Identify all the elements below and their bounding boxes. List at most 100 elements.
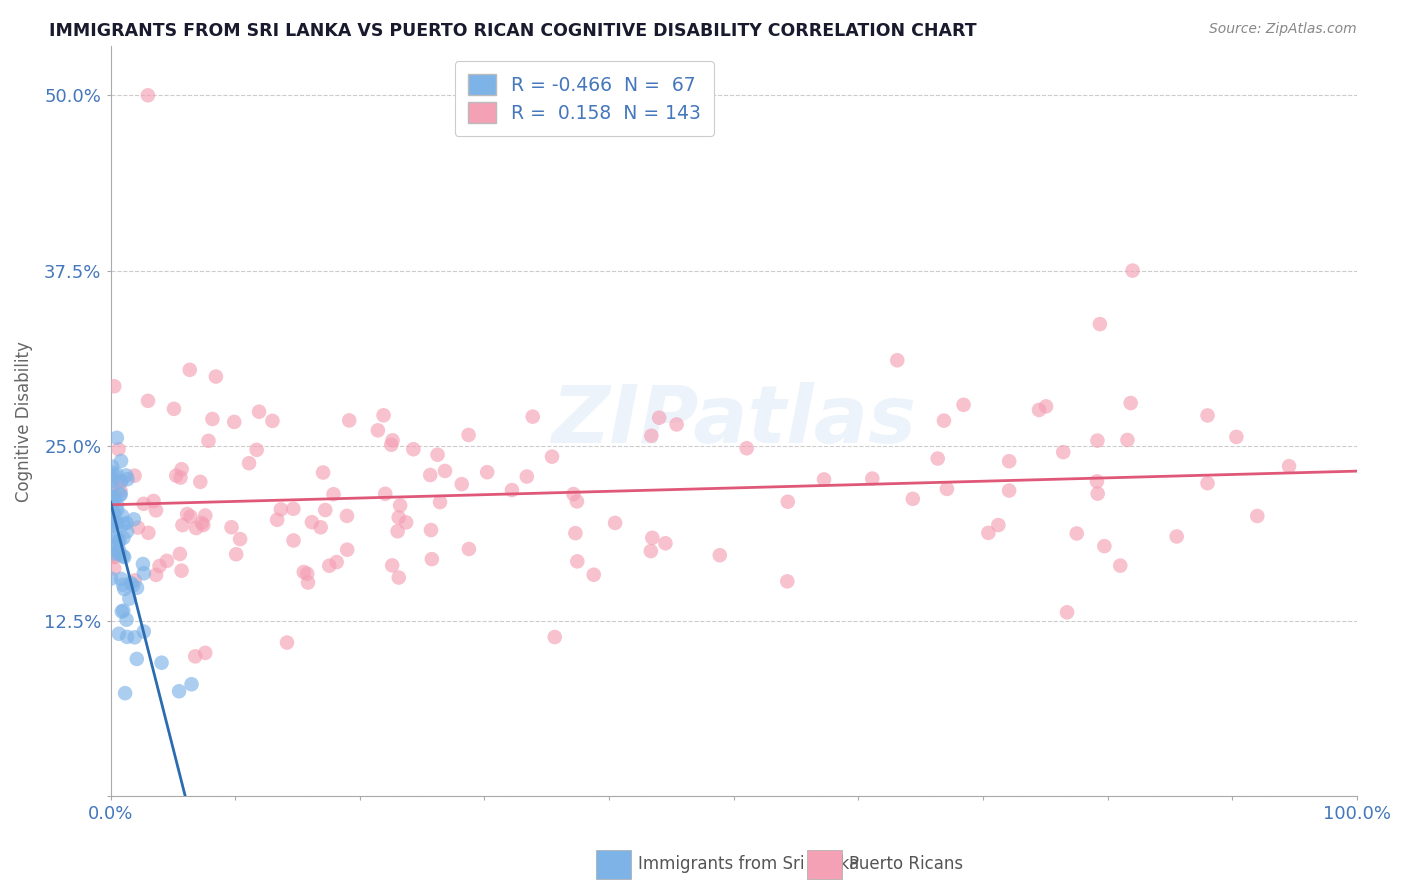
Point: [419, 468, 441, 483]
Point: [114, 686, 136, 700]
Point: [103, 549, 125, 564]
Point: [295, 566, 318, 581]
Point: [1197, 476, 1219, 491]
Point: [163, 401, 186, 416]
Point: [138, 525, 160, 540]
Point: [125, 652, 148, 666]
Point: [312, 466, 335, 480]
Point: [112, 578, 135, 592]
Point: [127, 520, 149, 534]
Point: [314, 503, 336, 517]
Point: [367, 423, 389, 437]
Point: [100, 500, 122, 514]
Point: [336, 542, 359, 557]
Point: [156, 554, 179, 568]
Point: [402, 442, 425, 457]
Point: [191, 516, 214, 530]
Point: [100, 490, 122, 504]
Point: [297, 575, 319, 590]
Point: [108, 626, 131, 640]
Point: [387, 524, 409, 539]
Point: [1087, 486, 1109, 500]
Point: [1109, 558, 1132, 573]
Point: [101, 519, 124, 533]
Point: [389, 499, 412, 513]
Y-axis label: Cognitive Disability: Cognitive Disability: [15, 341, 32, 502]
Point: [1052, 445, 1074, 459]
Point: [105, 431, 128, 445]
Point: [776, 574, 799, 589]
Point: [301, 515, 323, 529]
Point: [640, 544, 662, 558]
Point: [112, 604, 135, 618]
Point: [100, 480, 122, 494]
Point: [110, 572, 132, 586]
Point: [380, 438, 402, 452]
Point: [118, 591, 141, 606]
Point: [381, 434, 404, 448]
Point: [886, 353, 908, 368]
Point: [188, 475, 211, 489]
Point: [457, 428, 479, 442]
Point: [122, 578, 145, 592]
Point: [309, 520, 332, 534]
Point: [709, 548, 731, 562]
Point: [374, 487, 396, 501]
Point: [522, 409, 544, 424]
Point: [117, 472, 139, 486]
Point: [776, 494, 799, 508]
Point: [640, 429, 662, 443]
Point: [247, 405, 270, 419]
Point: [125, 581, 148, 595]
Point: [1092, 539, 1115, 553]
Point: [115, 613, 138, 627]
Point: [224, 415, 246, 429]
Point: [112, 517, 135, 532]
Point: [107, 516, 129, 530]
Point: [103, 549, 125, 564]
Point: [105, 502, 128, 516]
Point: [998, 483, 1021, 498]
Point: [194, 646, 217, 660]
Point: [101, 466, 124, 480]
Point: [169, 547, 191, 561]
Point: [426, 448, 449, 462]
Point: [197, 434, 219, 448]
Point: [641, 531, 664, 545]
Point: [998, 454, 1021, 468]
Point: [450, 477, 472, 491]
Point: [110, 474, 132, 488]
Point: [132, 566, 155, 581]
Point: [685, 95, 707, 110]
Point: [544, 630, 567, 644]
Point: [582, 567, 605, 582]
Point: [541, 450, 564, 464]
Point: [100, 500, 122, 514]
Point: [927, 451, 949, 466]
Point: [103, 507, 125, 521]
Point: [136, 88, 159, 103]
Point: [901, 491, 924, 506]
Point: [977, 525, 1000, 540]
Point: [110, 454, 132, 468]
Point: [112, 531, 135, 545]
Point: [337, 413, 360, 427]
Point: [101, 540, 124, 554]
Point: [150, 656, 173, 670]
Point: [373, 409, 395, 423]
Point: [101, 495, 124, 509]
Point: [145, 503, 167, 517]
Point: [1088, 317, 1111, 331]
Point: [105, 475, 128, 489]
Point: [115, 630, 138, 644]
Point: [262, 414, 284, 428]
Point: [429, 495, 451, 509]
Point: [564, 526, 586, 541]
Point: [1087, 434, 1109, 448]
Point: [1085, 475, 1108, 489]
Point: [111, 508, 134, 523]
Point: [1119, 396, 1142, 410]
Point: [1066, 526, 1088, 541]
Point: [101, 518, 124, 533]
Point: [108, 542, 131, 557]
